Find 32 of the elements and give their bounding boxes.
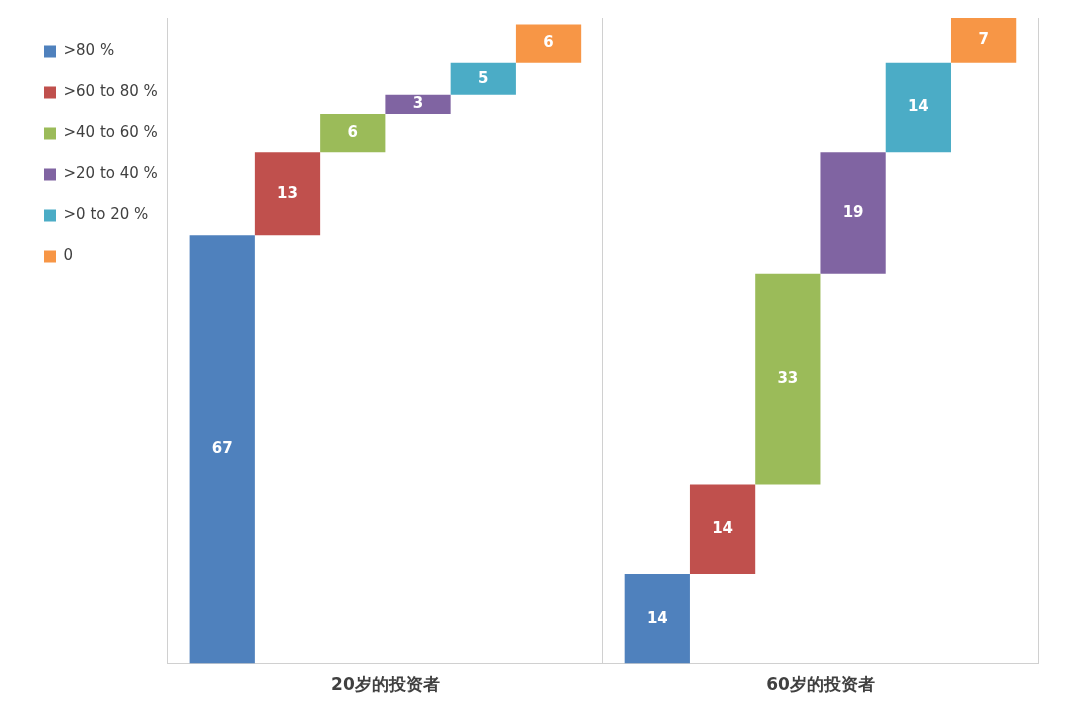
data-label: 19 [842, 202, 864, 221]
legend-label: 0 [63, 246, 74, 265]
data-label: 7 [978, 30, 989, 49]
data-label: 67 [211, 439, 233, 458]
data-label: 3 [412, 94, 424, 113]
bar [885, 62, 951, 153]
legend-label: >20 to 40 % [63, 164, 158, 183]
bar [189, 235, 255, 664]
x-tick-label: 20岁的投资者 [331, 674, 440, 695]
bar [689, 484, 756, 575]
bar [450, 62, 516, 95]
legend-label: >80 % [63, 41, 115, 60]
bar [320, 113, 386, 153]
bar [515, 24, 582, 63]
data-label: 33 [777, 369, 799, 388]
bar [254, 152, 321, 236]
bar [624, 574, 690, 664]
legend-label: >60 to 80 % [63, 82, 158, 101]
data-label: 14 [907, 97, 929, 116]
legend-label: >0 to 20 % [63, 205, 149, 224]
bar [755, 273, 821, 485]
data-label: 5 [478, 68, 489, 87]
data-label: 6 [543, 33, 554, 52]
data-label: 14 [712, 519, 734, 538]
data-label: 13 [277, 183, 298, 202]
bar [385, 94, 451, 114]
x-tick-label: 60岁的投资者 [766, 674, 875, 695]
legend-label: >40 to 60 % [63, 123, 158, 142]
data-label: 6 [347, 122, 358, 141]
data-label: 14 [646, 608, 668, 627]
bar [820, 152, 886, 274]
bar [950, 18, 1017, 63]
